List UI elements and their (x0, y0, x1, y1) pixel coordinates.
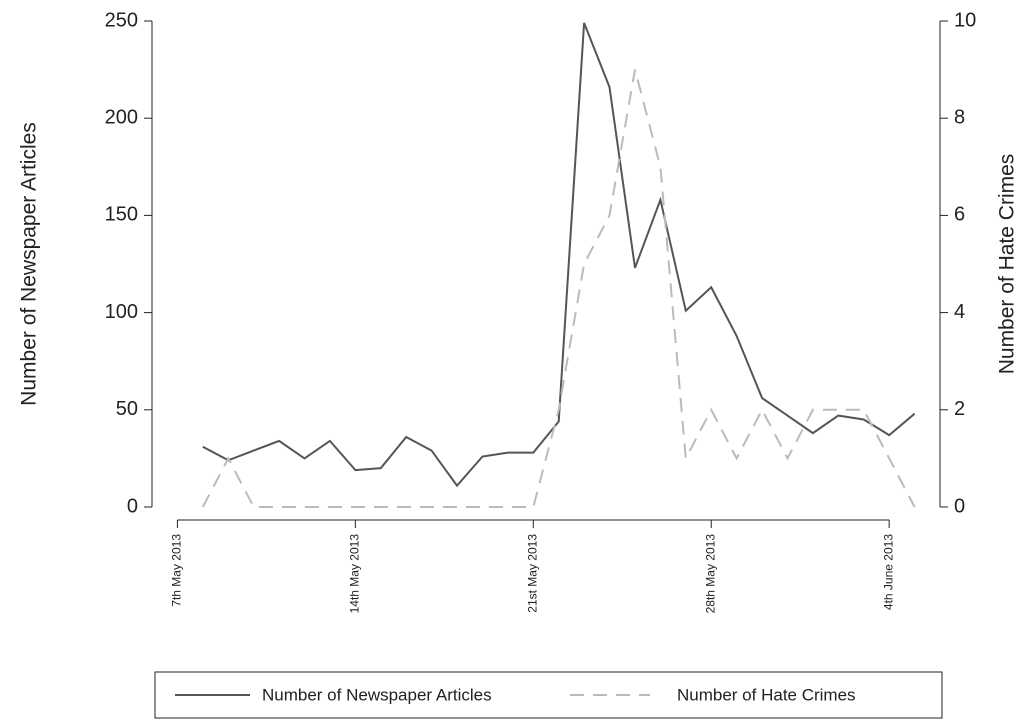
y2-tick-label: 8 (954, 106, 965, 128)
legend-label: Number of Hate Crimes (677, 685, 856, 704)
x-tick-label: 14th May 2013 (348, 534, 362, 614)
y-tick-label: 100 (105, 301, 138, 323)
y2-tick-label: 6 (954, 204, 965, 226)
y2-tick-label: 2 (954, 398, 965, 420)
y-tick-label: 250 (105, 9, 138, 31)
legend-box (154, 671, 943, 719)
legend-label: Number of Newspaper Articles (262, 685, 492, 704)
x-tick-label: 4th June 2013 (881, 534, 895, 610)
y-tick-label: 150 (105, 204, 138, 226)
y-axis-title: Number of Newspaper Articles (18, 122, 41, 406)
x-tick-label: 21st May 2013 (525, 534, 539, 613)
series-line (201, 69, 916, 508)
y2-tick-label: 0 (954, 495, 965, 517)
series-line (202, 22, 916, 488)
y2-tick-label: 10 (954, 9, 976, 31)
y-tick-label: 0 (127, 495, 138, 517)
y2-axis-title: Number of Hate Crimes (996, 154, 1019, 375)
x-tick-label: 28th May 2013 (703, 534, 717, 614)
x-tick-label: 7th May 2013 (170, 534, 184, 607)
y-tick-label: 200 (105, 106, 138, 128)
y2-tick-label: 4 (954, 301, 965, 323)
y-tick-label: 50 (116, 398, 138, 420)
